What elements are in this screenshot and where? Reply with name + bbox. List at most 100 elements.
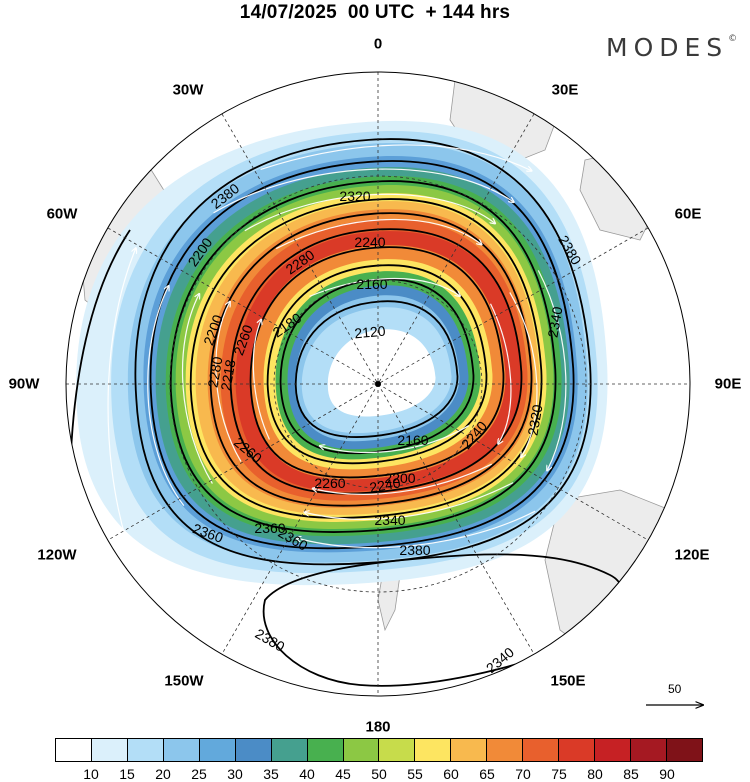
streamlines <box>107 144 567 549</box>
lon-label-120w: 120W <box>37 546 77 564</box>
contour-label: 2120 <box>353 322 387 342</box>
contour-2320 <box>169 180 557 533</box>
colorbar-tick-label: 80 <box>587 766 603 782</box>
contour-2380 <box>134 138 592 566</box>
contour-2260 <box>209 212 533 507</box>
colorbar-tick-label: 10 <box>83 766 99 782</box>
colorbar-tick-label: 40 <box>299 766 315 782</box>
colorbar-tick-label: 75 <box>551 766 567 782</box>
colorbar-tick-label: 50 <box>371 766 387 782</box>
polar-map <box>65 71 750 730</box>
colorbar-tick-label: 25 <box>191 766 207 782</box>
contour-label: 2160 <box>356 276 388 292</box>
chart-title: 14/07/2025 00 UTC + 144 hrs <box>239 2 511 23</box>
colorbar-cell <box>127 739 164 761</box>
contour-2240 <box>229 228 523 495</box>
colorbar-tick-label: 65 <box>479 766 495 782</box>
lon-label-150w: 150W <box>164 672 204 690</box>
lon-label-120e: 120E <box>674 546 710 564</box>
streamline <box>319 425 470 453</box>
lon-label-60w: 60W <box>46 205 78 223</box>
lon-label-30w: 30W <box>172 81 204 99</box>
streamline <box>252 320 270 440</box>
colorbar-cell <box>451 739 488 761</box>
contour-2280 <box>189 198 543 519</box>
contour-label: 2320 <box>339 188 371 204</box>
streamline <box>312 463 492 495</box>
colorbar-tick-label: 15 <box>119 766 135 782</box>
colorbar-cell <box>523 739 560 761</box>
streamline <box>215 302 242 462</box>
colorbar-cell <box>271 739 308 761</box>
contour-label: 2380 <box>399 542 431 558</box>
contour-2160 <box>279 278 475 455</box>
brand-logo: MODES© <box>606 33 737 62</box>
colorbar-cell <box>595 739 631 761</box>
colorbar-cell <box>487 739 524 761</box>
colorbar <box>55 738 703 762</box>
lon-label-0: 0 <box>373 35 383 53</box>
contour-2200 <box>249 246 505 479</box>
colorbar-cell <box>379 739 416 761</box>
colorbar-cell <box>199 739 236 761</box>
colorbar-cell <box>559 739 596 761</box>
meridian-60w-120e <box>107 227 649 541</box>
colorbar-tick-label: 60 <box>443 766 459 782</box>
colorbar-tick-label: 70 <box>515 766 531 782</box>
streamline <box>509 292 538 457</box>
streamline <box>304 482 514 520</box>
map-frame <box>65 71 691 697</box>
brand-mark: © <box>728 33 738 44</box>
contour-label: 2340 <box>374 512 406 528</box>
streamline <box>275 218 482 250</box>
lon-label-60e: 60E <box>674 205 702 223</box>
streamline <box>296 510 536 549</box>
streamline <box>309 278 460 307</box>
streamline <box>147 286 185 507</box>
streamline <box>213 168 513 214</box>
colorbar-tick-label: 30 <box>227 766 243 782</box>
streamline <box>260 144 532 189</box>
lon-label-150e: 150E <box>550 672 586 690</box>
streamline <box>489 303 512 444</box>
streamline <box>537 270 567 470</box>
lon-label-30e: 30E <box>551 81 579 99</box>
meridian-60e-120w <box>107 227 649 541</box>
contour-label: 2260 <box>314 475 346 491</box>
colorbar-labels: 10 15 20 25 30 35 40 45 50 55 60 65 70 75 80 85 90 <box>55 766 703 782</box>
lon-label-90w: 90W <box>8 375 40 393</box>
contour-2120 <box>294 300 459 438</box>
pole-marker <box>375 381 381 387</box>
meridian-30w-150e <box>221 113 535 655</box>
colorbar-cell <box>91 739 128 761</box>
colorbar-tick-label: 45 <box>335 766 351 782</box>
colorbar-tick-label: 85 <box>623 766 639 782</box>
colorbar-cell <box>307 739 344 761</box>
colorbar-tick-label: 55 <box>407 766 423 782</box>
colorbar-tick-label: 35 <box>263 766 279 782</box>
vector-scale-label: 50 <box>668 682 682 696</box>
colorbar-tick-label: 20 <box>155 766 171 782</box>
core-calm <box>327 329 436 417</box>
contour-label: 2200 <box>384 470 416 486</box>
colorbar-tick-label: 90 <box>659 766 675 782</box>
contour-label: 2360 <box>254 520 286 536</box>
colorbar-cell <box>415 739 452 761</box>
streamline <box>244 193 495 232</box>
colorbar-cell <box>163 739 200 761</box>
meridian-30e-150w <box>221 113 535 655</box>
colorbar-cell <box>631 739 667 761</box>
colorbar-cell <box>56 739 92 761</box>
contour-label: 2240 <box>354 234 386 250</box>
land-australia <box>544 489 690 661</box>
lon-label-90e: 90E <box>714 375 742 393</box>
brand-text: MODES <box>606 33 729 62</box>
contour-label: 2160 <box>397 432 429 448</box>
contour-2180 <box>266 264 488 465</box>
colorbar-cell <box>235 739 272 761</box>
height-contours <box>134 138 592 566</box>
colorbar-cell <box>343 739 380 761</box>
colorbar-cell <box>666 739 702 761</box>
lon-label-180: 180 <box>365 718 391 736</box>
streamline <box>181 294 213 484</box>
